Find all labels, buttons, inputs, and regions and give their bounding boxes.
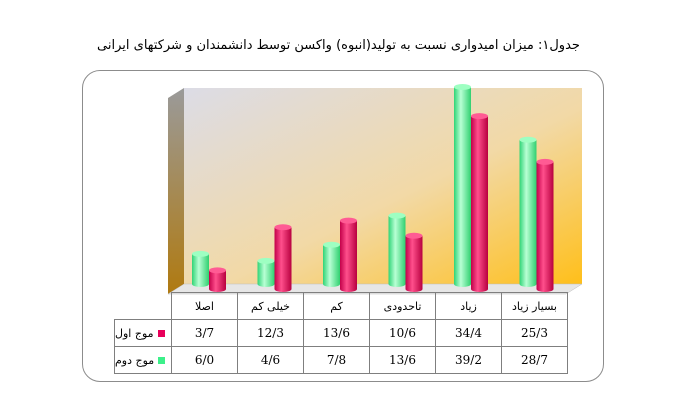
bar-wave1-0 xyxy=(209,267,226,292)
bar-wave1-3 xyxy=(405,232,423,292)
data-label: 12/3 xyxy=(237,319,304,347)
data-label: 3/7 xyxy=(171,319,238,347)
bar-wave1-5 xyxy=(536,158,554,292)
category-label: کم xyxy=(303,292,370,320)
bar-wave2-1 xyxy=(257,257,275,287)
data-label: 10/6 xyxy=(369,319,436,347)
data-label: 25/3 xyxy=(501,319,568,347)
data-label: 7/8 xyxy=(303,346,370,374)
category-label: تاحدودی xyxy=(369,292,436,320)
data-label: 28/7 xyxy=(501,346,568,374)
chart-title: جدول۱: میزان امیدواری نسبت به تولید(انبو… xyxy=(97,38,580,53)
legend-swatch-green xyxy=(158,357,166,364)
legend-entry-wave1: موج اول xyxy=(114,319,172,347)
bar-wave2-2 xyxy=(323,241,340,287)
data-label: 34/4 xyxy=(435,319,502,347)
bar-wave2-3 xyxy=(388,212,406,287)
legend-entry-wave2: موج دوم xyxy=(114,346,172,374)
bar-wave1-1 xyxy=(274,224,292,292)
data-table: اصلا خیلی کم کم تاحدودی زیاد بسیار زیاد … xyxy=(114,292,568,374)
legend-label: موج دوم xyxy=(115,353,155,367)
bar-wave2-5 xyxy=(519,136,537,287)
category-label: خیلی کم xyxy=(237,292,304,320)
bar-wave2-0 xyxy=(192,250,209,287)
bar-wave2-4 xyxy=(454,84,471,287)
data-label: 4/6 xyxy=(237,346,304,374)
bar-wave1-2 xyxy=(340,217,357,292)
legend-swatch-red xyxy=(157,330,165,337)
table-row: موج اول 3/7 12/3 13/6 10/6 34/4 25/3 xyxy=(114,319,568,347)
bar-wave1-4 xyxy=(471,113,488,292)
category-label: زیاد xyxy=(435,292,502,320)
data-label: 39/2 xyxy=(435,346,502,374)
data-label: 13/6 xyxy=(369,346,436,374)
data-label: 6/0 xyxy=(171,346,238,374)
data-label: 13/6 xyxy=(303,319,370,347)
table-row: اصلا خیلی کم کم تاحدودی زیاد بسیار زیاد xyxy=(115,292,568,320)
table-row: موج دوم 6/0 4/6 7/8 13/6 39/2 28/7 xyxy=(114,346,568,374)
category-label: اصلا xyxy=(171,292,238,320)
category-label: بسیار زیاد xyxy=(501,292,568,320)
legend-label: موج اول xyxy=(115,326,154,340)
table-corner xyxy=(115,293,172,320)
chart-side-wall xyxy=(168,88,184,294)
